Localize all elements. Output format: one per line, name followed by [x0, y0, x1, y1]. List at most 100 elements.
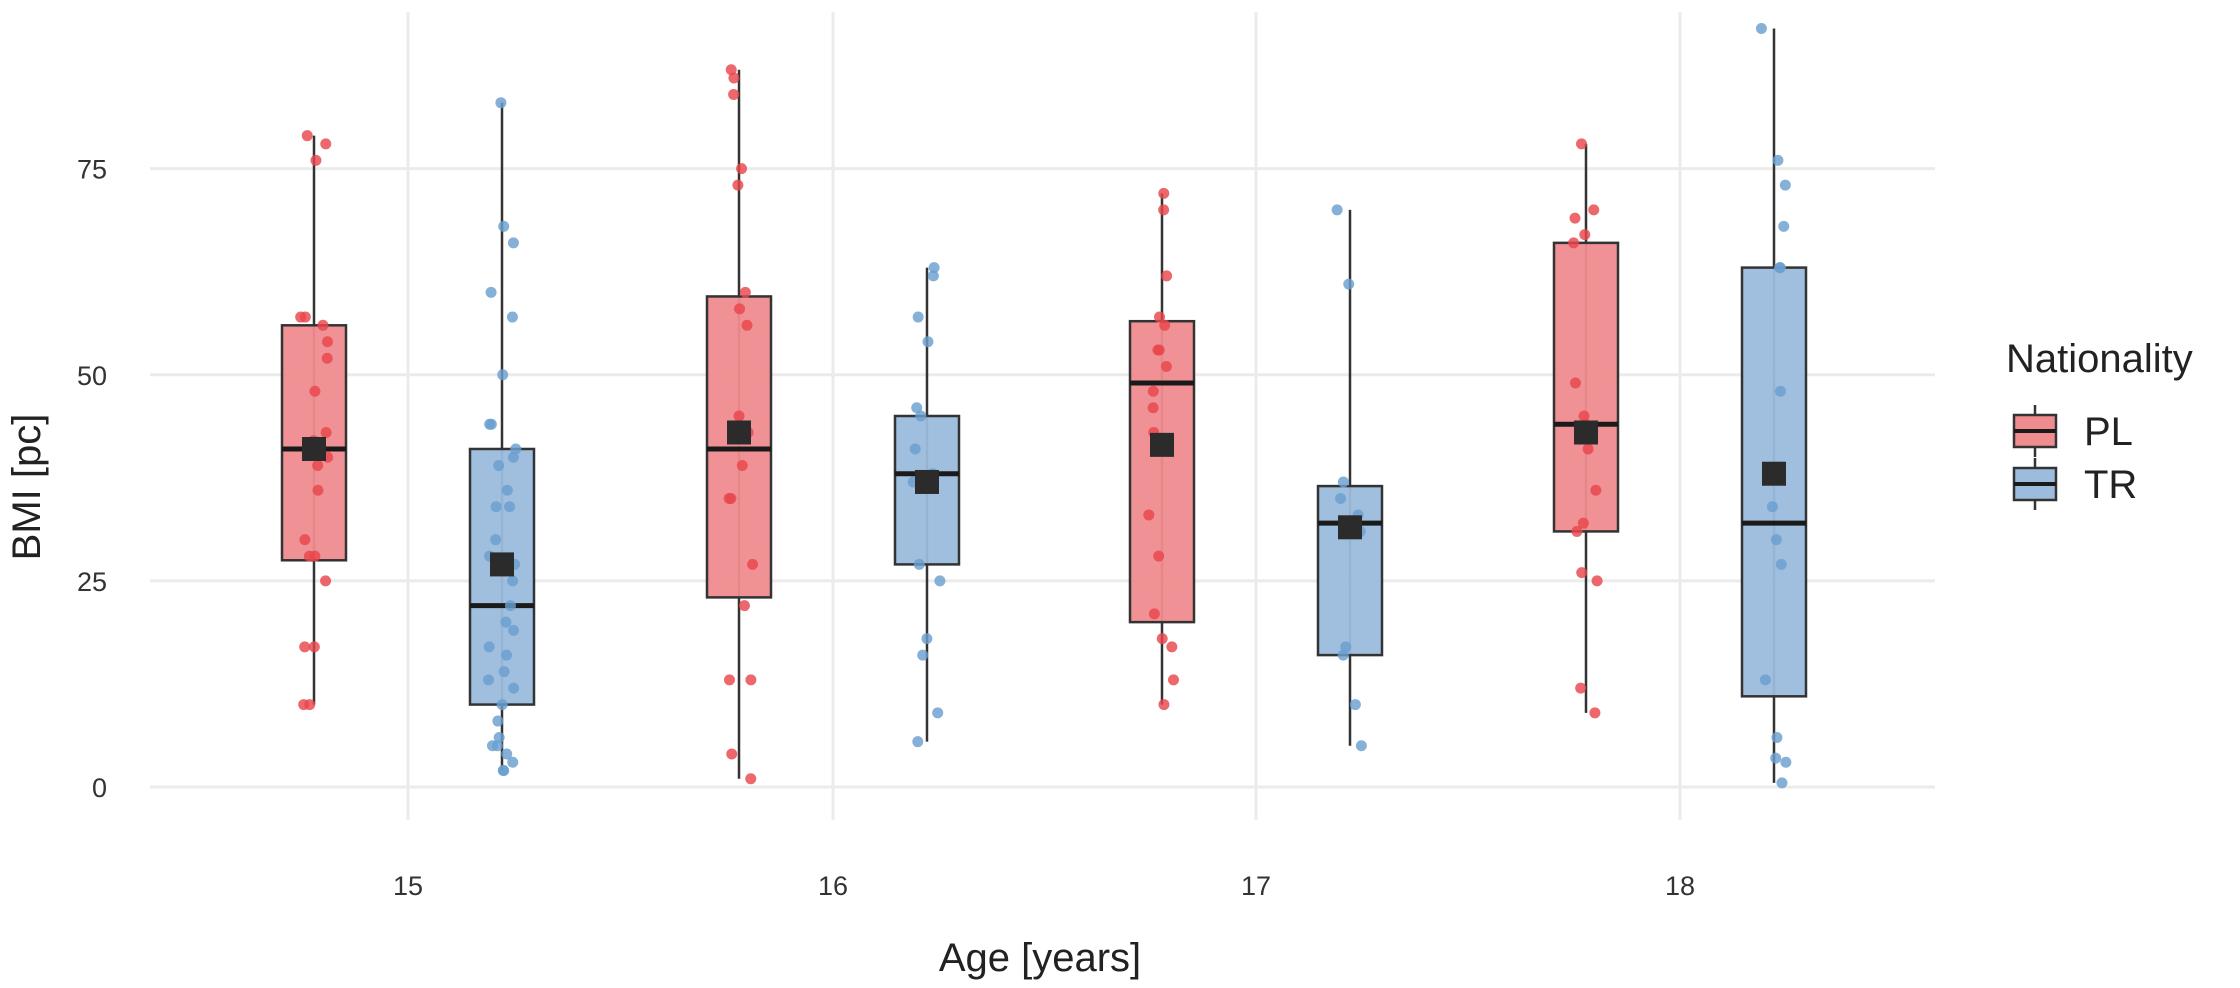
x-tick-label: 17 — [1241, 871, 1271, 901]
data-point — [1147, 385, 1159, 397]
data-point — [1568, 237, 1580, 249]
x-axis-title: Age [years] — [939, 936, 1141, 980]
data-point — [1167, 674, 1179, 686]
data-point — [298, 699, 310, 711]
data-point — [1577, 517, 1589, 529]
data-point — [495, 97, 507, 109]
data-point — [912, 311, 924, 323]
data-point — [934, 575, 946, 587]
data-point — [320, 138, 332, 150]
data-point — [1156, 633, 1168, 645]
data-point — [1161, 270, 1173, 282]
data-point — [507, 575, 519, 587]
data-point — [1576, 567, 1588, 579]
legend-key-tr — [2012, 458, 2058, 510]
plot-area — [280, 22, 1808, 789]
data-point — [915, 410, 927, 422]
data-point — [1337, 649, 1349, 661]
data-point — [1776, 777, 1788, 789]
data-point — [308, 641, 320, 653]
data-point — [485, 418, 497, 430]
box — [1552, 241, 1620, 533]
data-point — [911, 402, 923, 414]
data-point — [506, 311, 518, 323]
data-point — [732, 179, 744, 191]
data-point — [507, 756, 519, 768]
box-group-15-tr — [468, 97, 536, 777]
y-tick-label: 25 — [77, 567, 107, 597]
data-point — [501, 649, 513, 661]
data-point — [734, 303, 746, 315]
mean-marker — [1574, 420, 1598, 445]
data-point — [1590, 484, 1602, 496]
y-axis-title: BMI [pc] — [5, 414, 49, 561]
box — [1316, 484, 1384, 657]
box-group-18-tr — [1740, 22, 1808, 789]
box-group-18-pl — [1552, 138, 1620, 719]
data-point — [490, 501, 502, 513]
data-point — [1582, 443, 1594, 455]
data-point — [1337, 476, 1349, 488]
data-point — [1780, 756, 1792, 768]
data-point — [733, 410, 745, 422]
legend-label-pl: PL — [2084, 410, 2133, 454]
data-point — [1774, 262, 1786, 274]
data-point — [1589, 707, 1601, 719]
data-point — [1766, 501, 1778, 513]
mean-marker — [1338, 515, 1362, 540]
data-point — [1349, 699, 1361, 711]
data-point — [1571, 525, 1583, 537]
mean-marker — [302, 436, 326, 461]
data-point — [738, 600, 750, 612]
box-group-16-tr — [893, 262, 961, 748]
data-point — [921, 633, 933, 645]
data-point — [493, 732, 505, 744]
legend-title: Nationality — [2006, 337, 2193, 381]
data-point — [1148, 608, 1160, 620]
data-point — [507, 451, 519, 463]
data-point — [1335, 492, 1347, 504]
data-point — [1771, 732, 1783, 744]
y-tick-label: 75 — [77, 155, 107, 185]
data-point — [310, 154, 322, 166]
y-axis-ticks: 0 25 50 75 — [77, 155, 107, 803]
data-point — [741, 319, 753, 331]
legend-label-tr: TR — [2084, 463, 2137, 507]
data-point — [1143, 509, 1155, 521]
data-point — [736, 163, 748, 175]
data-point — [1591, 575, 1603, 587]
data-point — [1579, 229, 1591, 241]
data-point — [1770, 752, 1782, 764]
data-point — [725, 492, 737, 504]
data-point — [932, 707, 944, 719]
data-point — [1154, 311, 1166, 323]
data-point — [1158, 699, 1170, 711]
box — [1128, 319, 1196, 624]
data-point — [486, 740, 498, 752]
mean-marker — [915, 469, 939, 494]
data-point — [496, 699, 508, 711]
data-point — [917, 649, 929, 661]
grid — [150, 12, 1935, 820]
data-point — [1772, 154, 1784, 166]
data-point — [483, 641, 495, 653]
data-point — [317, 319, 329, 331]
data-point — [482, 674, 494, 686]
mean-marker — [1762, 461, 1786, 486]
data-point — [739, 286, 751, 298]
data-point — [728, 88, 740, 100]
legend-key-pl — [2012, 405, 2058, 457]
data-point — [1153, 344, 1165, 356]
x-tick-label: 15 — [393, 871, 423, 901]
data-point — [928, 262, 940, 274]
data-point — [1331, 204, 1343, 216]
data-point — [507, 237, 519, 249]
box-group-15-pl — [280, 130, 348, 711]
data-point — [922, 336, 934, 348]
data-point — [1158, 187, 1170, 199]
mean-marker — [490, 552, 514, 577]
data-point — [320, 426, 332, 438]
data-point — [1166, 641, 1178, 653]
data-point — [927, 270, 939, 282]
data-point — [501, 748, 513, 760]
